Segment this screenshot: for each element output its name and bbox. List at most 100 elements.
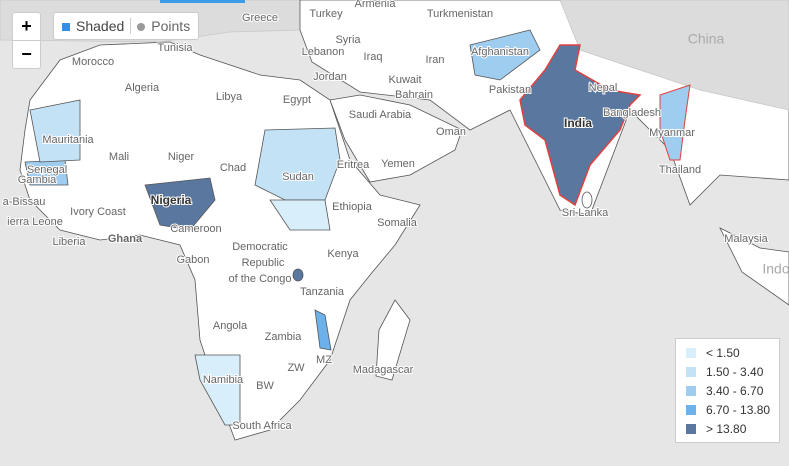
country-label: Afghanistan — [471, 46, 529, 58]
points-icon — [137, 23, 146, 31]
points-label: Points — [151, 18, 191, 34]
country-label: Kenya — [327, 248, 359, 260]
country-label: Zambia — [265, 331, 303, 343]
country-label: Tunisia — [157, 42, 193, 54]
country-label: Namibia — [203, 374, 244, 386]
country-label: Nepal — [589, 82, 618, 94]
country-label: Liberia — [52, 236, 86, 248]
china — [559, 0, 789, 111]
legend-label: < 1.50 — [706, 345, 740, 360]
view-toggle: Shaded Points — [53, 12, 200, 40]
country-label: Iraq — [364, 51, 383, 63]
legend-swatch — [686, 385, 696, 396]
country-label: China — [688, 31, 725, 47]
zoom-out[interactable]: − — [21, 44, 32, 64]
country-label: Turkmenistan — [427, 8, 493, 20]
country-label: Algeria — [125, 82, 160, 94]
country-label: Turkey — [309, 8, 343, 20]
country-label: Gambia — [18, 174, 57, 186]
country-label: Jordan — [313, 71, 347, 83]
country-label: Armenia — [355, 0, 397, 10]
country-label: Chad — [220, 162, 246, 174]
country-label: Madagascar — [353, 364, 414, 376]
points-option[interactable]: Points — [131, 18, 198, 34]
country-label: Pakistan — [489, 84, 531, 96]
madagascar — [375, 299, 411, 381]
country-label: Gabon — [176, 254, 209, 266]
country-label: Indo — [762, 261, 789, 277]
country-label: India — [564, 116, 592, 130]
country-label: Cameroon — [170, 223, 221, 235]
country-label: Tanzania — [300, 286, 345, 298]
country-label: Morocco — [72, 56, 114, 68]
legend: < 1.50 1.50 - 3.40 3.40 - 6.70 6.70 - 13.80… — [675, 338, 780, 443]
malaysia-indonesia — [719, 227, 789, 306]
country-label: Lebanon — [302, 46, 345, 58]
zoom-in[interactable]: + — [13, 13, 40, 41]
country-label: Angola — [213, 320, 248, 332]
shaded-icon — [62, 23, 70, 31]
legend-swatch — [686, 423, 696, 434]
arabia — [329, 94, 463, 183]
sudan — [254, 127, 341, 201]
india — [519, 44, 642, 207]
legend-item: < 1.50 — [676, 343, 779, 362]
country-label: Ethiopia — [332, 201, 373, 213]
country-label: Yemen — [381, 158, 415, 170]
country-label: Mali — [109, 151, 129, 163]
legend-item: 3.40 - 6.70 — [676, 381, 779, 400]
myanmar — [659, 84, 691, 161]
country-label: Oman — [436, 126, 466, 138]
afghanistan — [469, 29, 541, 81]
country-label: Republic — [242, 257, 285, 269]
active-tab — [160, 0, 245, 3]
country-label: Niger — [168, 151, 195, 163]
legend-label: 1.50 - 3.40 — [706, 364, 764, 379]
zoom-control: + − — [12, 12, 41, 69]
legend-item: > 13.80 — [676, 419, 779, 438]
sri-lanka — [581, 191, 593, 209]
country-label: Greece — [242, 12, 278, 24]
south-sudan — [269, 199, 331, 231]
legend-label: 3.40 - 6.70 — [706, 383, 764, 398]
legend-label: 6.70 - 13.80 — [706, 402, 771, 417]
country-label: Bangladesh — [603, 107, 661, 119]
shaded-option[interactable]: Shaded — [54, 18, 132, 34]
legend-swatch — [686, 366, 696, 377]
mauritania — [29, 99, 81, 163]
country-label: Democratic — [232, 241, 288, 253]
country-label: Syria — [335, 34, 361, 46]
malawi — [314, 309, 332, 351]
country-label: South Africa — [232, 420, 292, 432]
country-label: Sri Lanka — [562, 207, 609, 219]
country-label: Eritrea — [337, 159, 370, 171]
country-label: Thailand — [659, 164, 701, 176]
country-label: Egypt — [283, 94, 311, 106]
nigeria — [144, 177, 216, 231]
country-label: Iran — [426, 54, 445, 66]
country-label: MZ — [316, 354, 332, 366]
country-label: Mauritania — [42, 134, 94, 146]
country-label: Ghana — [108, 233, 143, 245]
country-label: of the Congo — [229, 273, 292, 285]
country-label: Kuwait — [388, 74, 421, 86]
country-label: Ivory Coast — [70, 206, 126, 218]
country-label: Malaysia — [724, 233, 768, 245]
namibia — [194, 354, 241, 426]
legend-item: 1.50 - 3.40 — [676, 362, 779, 381]
country-label: Bahrain — [395, 89, 433, 101]
burundi — [292, 268, 304, 282]
country-label: Nigeria — [151, 193, 192, 207]
legend-swatch — [686, 347, 696, 358]
country-label: Somalia — [377, 217, 418, 229]
country-label: ZW — [287, 362, 305, 374]
legend-swatch — [686, 404, 696, 415]
shaded-label: Shaded — [76, 18, 125, 34]
country-label: Sudan — [282, 171, 314, 183]
country-label: Libya — [216, 91, 243, 103]
country-label: a-Bissau — [3, 196, 46, 208]
country-label: Myanmar — [649, 127, 695, 139]
country-label: ierra Leone — [7, 216, 63, 228]
